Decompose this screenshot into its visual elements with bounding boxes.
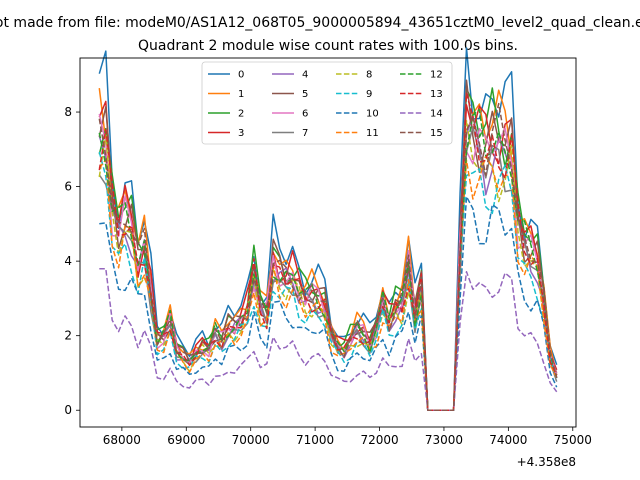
chart-title: Quadrant 2 module wise count rates with … [138, 38, 518, 54]
x-offset-label: +4.358e8 [517, 455, 576, 469]
legend-label-5: 5 [302, 89, 308, 100]
y-tick-label: 6 [64, 180, 72, 194]
series-line-0 [98, 47, 558, 411]
legend-label-11: 11 [366, 128, 379, 139]
series-line-14 [99, 267, 558, 411]
series-line-12 [98, 108, 558, 411]
legend-box [201, 61, 453, 145]
legend-label-12: 12 [430, 70, 443, 81]
axes-frame [79, 57, 577, 428]
x-tick-label: 69000 [167, 433, 205, 447]
y-tick-label: 4 [64, 254, 72, 268]
y-tick-label: 2 [64, 329, 72, 343]
legend-label-10: 10 [366, 109, 379, 120]
x-tick-label: 72000 [360, 433, 398, 447]
x-tick-label: 71000 [296, 433, 334, 447]
x-tick-label: 75000 [554, 433, 592, 447]
series-line-10 [99, 195, 558, 411]
legend-label-8: 8 [366, 70, 372, 81]
legend-label-6: 6 [302, 109, 308, 120]
plot-area [98, 47, 558, 411]
x-tick-label: 70000 [232, 433, 270, 447]
figure-suptitle: Plot made from file: modeM0/AS1A12_068T0… [0, 15, 640, 31]
x-tick-label: 73000 [425, 433, 463, 447]
y-tick-label: 8 [64, 105, 72, 119]
series-line-15 [98, 102, 558, 411]
legend-label-13: 13 [430, 89, 443, 100]
legend-label-2: 2 [238, 109, 244, 120]
legend-label-9: 9 [366, 89, 372, 100]
legend-label-7: 7 [302, 128, 308, 139]
legend-label-4: 4 [302, 70, 308, 81]
x-tick-label: 74000 [489, 433, 527, 447]
y-tick-label: 0 [64, 403, 72, 417]
x-tick-label: 68000 [103, 433, 141, 447]
legend-label-3: 3 [238, 128, 244, 139]
legend-label-0: 0 [238, 70, 244, 81]
axes: 68000 69000 70000 71000 72000 73000 74000 75000… [64, 105, 592, 447]
legend-label-1: 1 [238, 89, 244, 100]
legend-label-14: 14 [430, 109, 443, 120]
legend-label-15: 15 [430, 128, 443, 139]
